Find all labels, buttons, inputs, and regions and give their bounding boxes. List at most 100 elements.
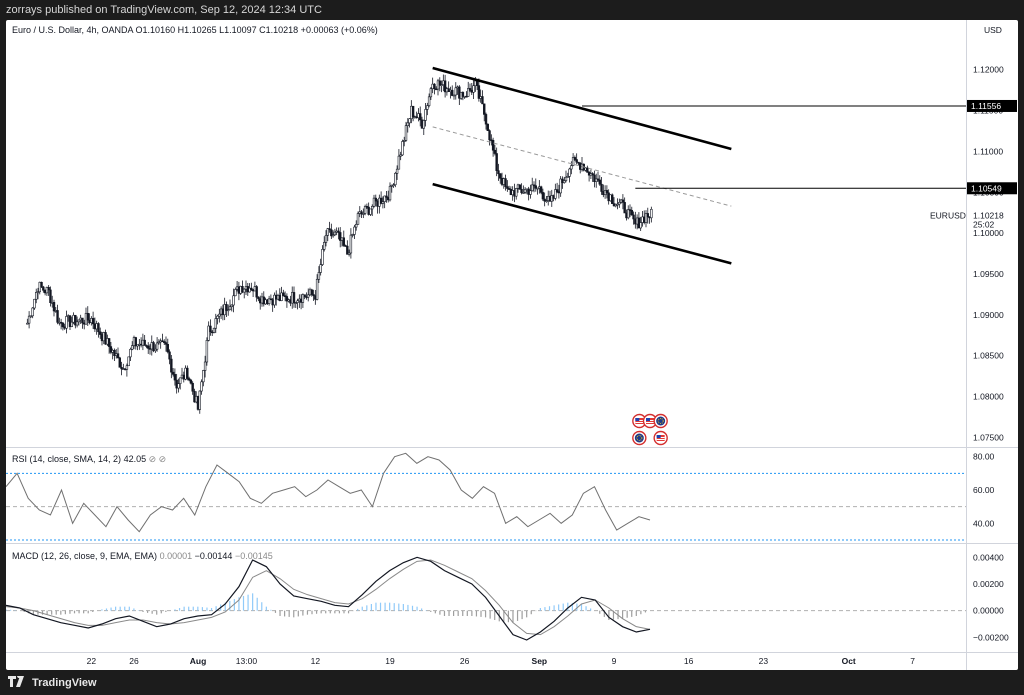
candle-body [362,213,365,215]
candle [554,183,557,201]
candle [383,195,386,209]
time-tick-9: 16 [684,656,694,666]
candle [591,172,594,182]
candle-body [42,286,45,291]
candle-body [522,192,525,194]
candle-body [29,315,33,318]
chart-canvas[interactable]: 1.120001.115001.110001.105001.100001.095… [6,20,1018,670]
candle [575,153,578,165]
candle-body [198,390,201,410]
level-price-tag [967,99,1017,112]
candle-body [91,318,95,325]
candle-body [541,192,545,200]
candle-body [520,188,523,193]
candle [563,176,566,184]
candle-body [369,208,372,215]
candle-body [179,377,182,384]
candle-body [349,234,353,254]
candle [91,311,95,329]
candle [159,338,162,349]
candle [97,322,100,338]
candle-body [351,234,354,236]
candle [77,319,81,326]
candle [536,187,539,195]
candle [378,194,381,214]
candle [321,245,324,266]
candle [323,236,326,252]
candle-body [125,365,129,370]
candle-body [515,188,518,197]
candle-body [433,83,436,90]
candle [467,81,470,97]
candle [499,173,502,184]
candle [493,144,497,156]
candle [650,206,653,223]
candle [280,286,283,302]
tradingview-footer[interactable]: TradingView [8,674,97,691]
candle [392,183,395,188]
candle [403,136,406,147]
candle [65,310,68,334]
candle-body [234,289,237,297]
price-tick-4: 1.10000 [973,228,1004,238]
publish-line: zorrays published on TradingView.com, Se… [6,4,322,16]
candle [189,378,193,385]
candle [339,227,342,248]
candle [504,174,507,191]
candle [559,176,562,197]
visibility-icon[interactable]: ⊘ ⊘ [148,454,167,464]
candle [507,185,511,190]
candle [605,185,609,199]
candle [632,211,635,225]
candle-body [554,189,557,199]
candle [257,296,260,302]
eu-flag-icon [632,430,647,446]
candle [427,93,431,108]
candle-body [75,321,79,326]
candle-body [152,342,155,352]
candle [31,307,34,319]
candle-body [187,378,191,381]
candle-body [40,281,43,288]
price-tick-2: 1.11000 [973,146,1003,156]
candle-body [317,272,321,280]
candle [179,377,182,390]
candle-body [650,208,653,219]
candle [292,286,296,308]
candle-body [573,157,577,160]
macd-hist-value: 0.00001 [159,551,193,561]
candle-body [564,176,568,181]
candle [26,318,29,325]
candle [566,172,569,178]
candle [595,173,598,188]
candle-body [312,294,315,296]
macd-line [6,556,651,641]
candle [186,365,189,381]
candle [529,184,532,199]
candle [202,369,205,387]
candle-body [374,197,377,202]
candle [618,198,621,208]
candle-body [372,197,376,207]
candle [598,175,601,186]
candle [207,321,210,342]
candle-body [216,315,219,319]
candle-body [495,153,498,171]
us-flag-icon [653,430,668,446]
candle [250,282,253,291]
candle-body [529,190,532,195]
candle [203,355,207,378]
candle-body [481,96,484,105]
candle [349,228,353,259]
candle [218,308,221,323]
candle-body [360,211,363,215]
candle-body [205,340,209,363]
macd-pane [6,556,966,641]
macd-line-value: −0.00144 [194,551,233,561]
candle [362,208,365,219]
rsi-tick-1: 60.00 [973,485,995,495]
candle-body [627,209,630,219]
countdown-label: 25:02 [973,219,995,229]
candle [307,288,310,302]
candle [143,335,146,346]
